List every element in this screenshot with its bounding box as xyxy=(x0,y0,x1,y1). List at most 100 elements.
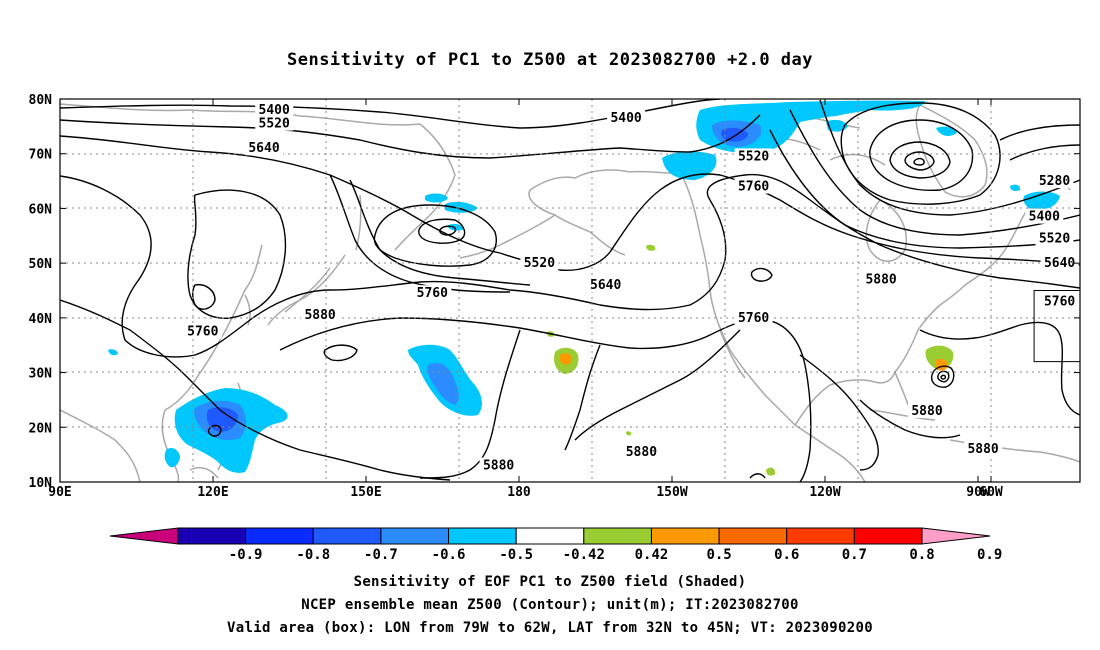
colorbar-box xyxy=(650,527,720,545)
lat-tick-label: 20N xyxy=(29,421,53,436)
contour-label-bg xyxy=(862,271,901,287)
contour-label: 5880 xyxy=(865,273,896,288)
contour-label: 5400 xyxy=(259,103,290,118)
shade-blob xyxy=(805,102,855,117)
contour-label: 5520 xyxy=(259,117,290,132)
contour-label-bg xyxy=(255,115,294,131)
colorbar-box xyxy=(312,527,382,545)
lon-tick-label: 150E xyxy=(350,485,381,500)
contour-label: 5760 xyxy=(187,325,218,340)
shade-blob xyxy=(108,349,118,356)
colorbar-label: -0.7 xyxy=(364,547,398,563)
contour-label: 5760 xyxy=(738,311,769,326)
contour-label-bg xyxy=(301,307,340,323)
shade-blob xyxy=(1023,191,1060,211)
shade-blob xyxy=(626,431,632,436)
lon-tick-label: 120W xyxy=(809,485,840,500)
colorbar-label: 0.42 xyxy=(635,547,669,563)
colorbar-underflow xyxy=(109,527,179,545)
colorbar-box xyxy=(515,527,585,545)
contour-label: 5760 xyxy=(1044,294,1075,309)
lat-tick-label: 10N xyxy=(29,476,53,491)
colorbar-box xyxy=(177,527,247,545)
colorbar-box xyxy=(583,527,652,545)
shade-blob xyxy=(766,467,776,476)
shade-blob xyxy=(662,151,717,180)
contour-label: 5640 xyxy=(248,141,279,156)
lat-tick-label: 70N xyxy=(29,148,53,163)
contour-label-bg xyxy=(908,402,946,418)
lon-tick-label: 60W xyxy=(979,485,1003,500)
contour-label-bg xyxy=(1040,293,1079,309)
contour-label-bg xyxy=(1040,255,1079,271)
colorbar-label: -0.8 xyxy=(296,547,330,563)
page-title: Sensitivity of PC1 to Z500 at 2023082700… xyxy=(286,50,813,70)
contour-label: 5880 xyxy=(483,459,514,474)
contour-label-bg xyxy=(1025,208,1064,224)
plot-frame xyxy=(59,98,1081,483)
lat-tick-label: 80N xyxy=(29,93,53,108)
colorbar-label: -0.42 xyxy=(563,547,605,563)
gridlines xyxy=(60,99,1080,482)
colorbar-box xyxy=(853,527,923,545)
colorbar-box xyxy=(380,527,450,545)
valid-area-box xyxy=(1033,290,1080,363)
caption-contour: NCEP ensemble mean Z500 (Contour); unit(… xyxy=(301,597,799,613)
lat-tick-label: 60N xyxy=(29,202,53,217)
contour-label: 5400 xyxy=(610,111,641,126)
contour-label-bg xyxy=(607,110,646,126)
lat-tick-label: 30N xyxy=(29,367,53,382)
contour-label-bg xyxy=(520,255,559,271)
contour-label-bg xyxy=(734,178,773,194)
shade-blob xyxy=(427,363,459,405)
contour-label: 5280 xyxy=(1039,174,1070,189)
colorbar-box xyxy=(448,527,517,545)
colorbar-label: -0.6 xyxy=(432,547,466,563)
colorbar-label: 0.7 xyxy=(842,547,867,563)
shade-blob xyxy=(164,447,180,468)
contour-label: 5400 xyxy=(1029,210,1060,225)
colorbar-label: 0.9 xyxy=(977,547,1002,563)
contour-label: 5880 xyxy=(967,442,998,457)
colorbar-label: 0.8 xyxy=(909,547,934,563)
contour-label-bg xyxy=(964,441,1003,457)
contour-label-bg xyxy=(245,140,283,156)
colorbar-box xyxy=(786,527,855,545)
colorbar-overflow xyxy=(921,527,991,545)
contour-label: 5880 xyxy=(304,308,335,323)
contour-label-bg xyxy=(622,443,661,459)
contour-label-bg xyxy=(255,101,294,117)
lat-tick-label: 40N xyxy=(29,312,53,327)
shade-blob xyxy=(560,353,572,365)
contour-label: 5520 xyxy=(1039,232,1070,247)
lon-tick-label: 120E xyxy=(197,485,228,500)
shade-blob xyxy=(445,201,478,213)
colorbar-label: -0.5 xyxy=(499,547,533,563)
contour-label-bg xyxy=(479,457,518,473)
contour-label: 5640 xyxy=(590,278,621,293)
shade-blob xyxy=(826,119,848,132)
shade-blob xyxy=(1010,184,1021,191)
contour-label-bg xyxy=(183,323,222,339)
colorbar-label: -0.9 xyxy=(229,547,263,563)
lon-tick-label: 90W xyxy=(966,485,990,500)
colorbar-label: 0.6 xyxy=(774,547,799,563)
contour-label: 5640 xyxy=(1044,256,1075,271)
contour-label-bg xyxy=(734,148,773,164)
shade-blob xyxy=(447,223,464,231)
lon-tick-label: 90E xyxy=(48,485,71,500)
contour-label-bg xyxy=(1035,230,1074,246)
contour-label: 5520 xyxy=(524,256,555,271)
tick-marks xyxy=(59,98,1080,483)
shade-blob xyxy=(425,193,448,203)
colorbar-label: 0.5 xyxy=(706,547,731,563)
lat-tick-label: 50N xyxy=(29,257,53,272)
lon-tick-label: 150W xyxy=(656,485,687,500)
shade-blob xyxy=(936,126,957,136)
contour-label: 5760 xyxy=(738,180,769,195)
contour-label: 5880 xyxy=(911,404,942,419)
colorbar-box xyxy=(245,527,314,545)
contour-label-bg xyxy=(413,285,452,301)
